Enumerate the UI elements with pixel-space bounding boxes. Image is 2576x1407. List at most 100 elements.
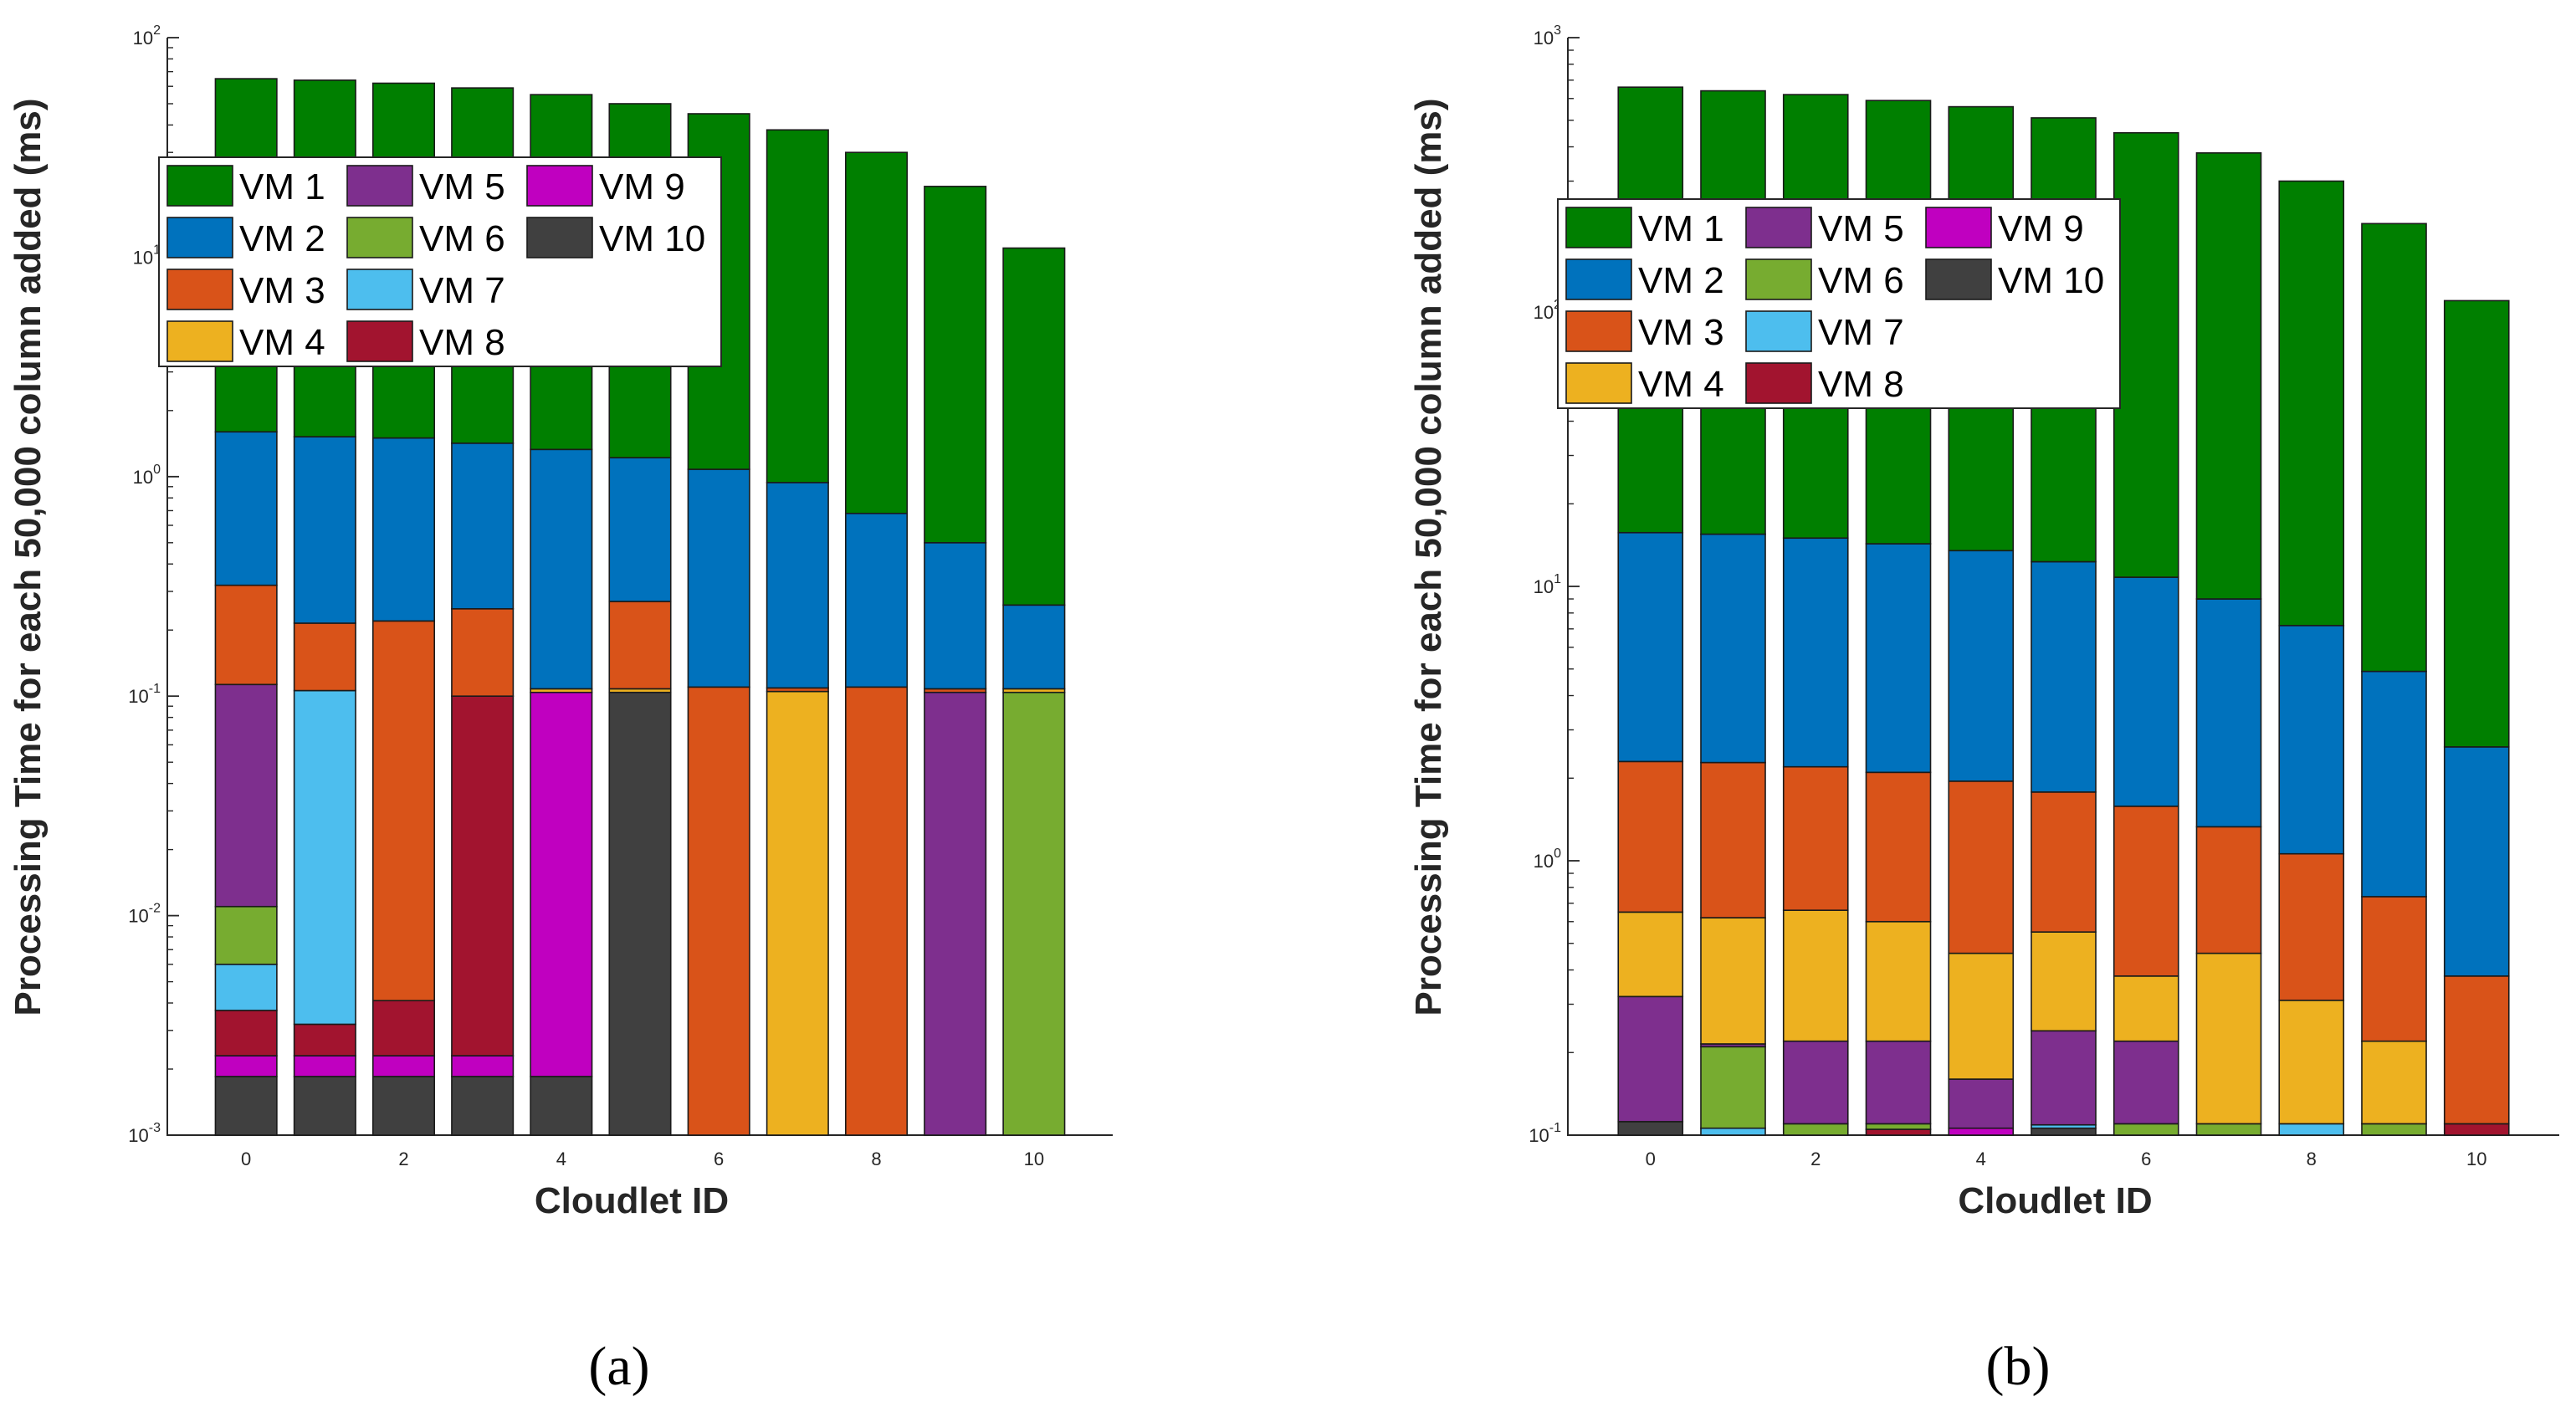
y-tick-label: 10-1 <box>1529 1121 1561 1146</box>
x-tick-label: 2 <box>398 1149 408 1169</box>
bar-segment-cloudlet-10-vm-1 <box>1002 247 1066 606</box>
bar-segment-cloudlet-9-vm-3 <box>2361 896 2427 1042</box>
legend-swatch-vm-9 <box>1925 207 1992 248</box>
bar-segment-cloudlet-1-vm-7 <box>1700 1127 1766 1136</box>
bar-segment-cloudlet-7-vm-1 <box>2195 152 2262 600</box>
bar-segment-cloudlet-3-vm-3 <box>1865 771 1932 923</box>
bar-segment-cloudlet-10-vm-2 <box>2443 746 2510 977</box>
bar-segment-cloudlet-6-vm-3 <box>687 686 750 1136</box>
legend-swatch-vm-5 <box>1745 207 1812 248</box>
legend-swatch-vm-7 <box>1745 310 1812 352</box>
bar-segment-cloudlet-3-vm-4 <box>1865 920 1932 1042</box>
y-axis-label-b: Processing Time for each 50,000 column a… <box>1408 98 1449 1016</box>
bar-segment-cloudlet-0-vm-9 <box>214 1055 278 1077</box>
bar-segment-cloudlet-5-vm-5 <box>2031 1030 2097 1126</box>
y-tick-label: 102 <box>133 23 161 49</box>
bar-segment-cloudlet-7-vm-6 <box>2195 1123 2262 1136</box>
legend-swatch-vm-9 <box>526 165 593 207</box>
bar-segment-cloudlet-7-vm-4 <box>2195 952 2262 1125</box>
bar-segment-cloudlet-9-vm-2 <box>2361 670 2427 898</box>
bar-segment-cloudlet-2-vm-9 <box>371 1055 436 1077</box>
legend-swatch-vm-2 <box>1565 258 1632 300</box>
bar-segment-cloudlet-8-vm-2 <box>844 512 909 688</box>
bar-segment-cloudlet-8-vm-7 <box>2278 1123 2345 1136</box>
legend-label-vm-2: VM 2 <box>239 218 325 259</box>
bar-segment-cloudlet-1-vm-3 <box>1700 761 1766 918</box>
bar-segment-cloudlet-2-vm-4 <box>1782 909 1849 1042</box>
bar-segment-cloudlet-4-vm-3 <box>1948 780 2015 954</box>
legend-swatch-vm-3 <box>1565 310 1632 352</box>
x-tick-label: 10 <box>1024 1149 1044 1169</box>
bar-segment-cloudlet-4-vm-2 <box>530 448 593 690</box>
legend-label-vm-6: VM 6 <box>419 218 505 259</box>
legend-a: VM 1 VM 2 VM 3 VM 4 VM 5 VM 6 VM 7 VM 8 VM 9 VM 1… <box>158 156 722 367</box>
bar-segment-cloudlet-8-vm-4 <box>2278 1000 2345 1125</box>
legend-label-vm-6: VM 6 <box>1818 260 1904 301</box>
bar-segment-cloudlet-5-vm-4 <box>2031 931 2097 1032</box>
bar-segment-cloudlet-8-vm-1 <box>844 151 909 514</box>
legend-b: VM 1 VM 2 VM 3 VM 4 VM 5 VM 6 VM 7 VM 8 VM 9 VM 1… <box>1557 198 2121 409</box>
bar-segment-cloudlet-4-vm-5 <box>1948 1078 2015 1129</box>
bar-segment-cloudlet-0-vm-5 <box>214 683 278 908</box>
bar-segment-cloudlet-1-vm-2 <box>1700 533 1766 764</box>
x-tick-label: 4 <box>556 1149 566 1169</box>
bar-segment-cloudlet-5-vm-2 <box>608 457 672 602</box>
bar-segment-cloudlet-9-vm-4 <box>2361 1040 2427 1125</box>
bar-segment-cloudlet-0-vm-2 <box>1617 531 1684 763</box>
legend-swatch-vm-8 <box>1745 362 1812 404</box>
x-tick-label: 4 <box>1976 1149 1986 1169</box>
bar-segment-cloudlet-2-vm-5 <box>1782 1040 1849 1125</box>
y-ticks-b: 10-1100101102103 <box>1529 23 1580 1146</box>
y-tick-label: 10-2 <box>128 902 161 927</box>
legend-swatch-vm-7 <box>346 269 413 310</box>
bar-segment-cloudlet-1-vm-2 <box>293 436 356 624</box>
bar-segment-cloudlet-10-vm-3 <box>2443 975 2510 1125</box>
bar-segment-cloudlet-10-vm-1 <box>2443 299 2510 748</box>
bar-segment-cloudlet-7-vm-2 <box>766 482 829 689</box>
x-tick-label: 8 <box>871 1149 881 1169</box>
x-axis-label-a: Cloudlet ID <box>535 1180 729 1221</box>
legend-box <box>1557 198 2121 409</box>
bar-segment-cloudlet-4-vm-2 <box>1948 550 2015 782</box>
legend-label-vm-9: VM 9 <box>1998 208 2084 249</box>
bar-segment-cloudlet-0-vm-5 <box>1617 995 1684 1123</box>
bar-segment-cloudlet-10-vm-2 <box>1002 604 1066 690</box>
bar-segment-cloudlet-2-vm-3 <box>371 620 436 1002</box>
bar-segment-cloudlet-3-vm-3 <box>451 607 515 697</box>
bar-segment-cloudlet-3-vm-10 <box>451 1076 515 1136</box>
legend-swatch-vm-4 <box>1565 362 1632 404</box>
legend-swatch-vm-4 <box>166 320 233 362</box>
bar-segment-cloudlet-6-vm-2 <box>687 468 750 688</box>
x-tick-label: 0 <box>241 1149 251 1169</box>
bar-segment-cloudlet-7-vm-1 <box>766 129 829 483</box>
bar-segment-cloudlet-2-vm-2 <box>1782 537 1849 768</box>
bar-segment-cloudlet-8-vm-3 <box>844 686 909 1136</box>
panel-label-a: (a) <box>588 1336 649 1397</box>
bar-segment-cloudlet-0-vm-6 <box>214 905 278 965</box>
legend-label-vm-8: VM 8 <box>1818 364 1904 405</box>
bar-segment-cloudlet-3-vm-9 <box>451 1055 515 1077</box>
bar-segment-cloudlet-5-vm-3 <box>608 601 672 690</box>
bar-segment-cloudlet-0-vm-3 <box>214 584 278 686</box>
bar-segment-cloudlet-7-vm-2 <box>2195 598 2262 828</box>
legend-label-vm-9: VM 9 <box>599 166 685 207</box>
y-tick-label: 10-3 <box>128 1121 161 1146</box>
bar-segment-cloudlet-6-vm-1 <box>2113 131 2179 578</box>
legend-label-vm-5: VM 5 <box>1818 208 1904 249</box>
bar-segment-cloudlet-3-vm-8 <box>1865 1128 1932 1136</box>
x-tick-label: 6 <box>714 1149 724 1169</box>
bar-segment-cloudlet-1-vm-3 <box>293 622 356 692</box>
bar-segment-cloudlet-3-vm-8 <box>451 695 515 1057</box>
bar-segment-cloudlet-5-vm-10 <box>608 691 672 1136</box>
bar-segment-cloudlet-0-vm-10 <box>214 1076 278 1136</box>
bar-segment-cloudlet-6-vm-4 <box>2113 975 2179 1042</box>
y-tick-label: 100 <box>1534 847 1561 872</box>
y-axis-label-a: Processing Time for each 50,000 column a… <box>8 98 49 1016</box>
x-tick-label: 10 <box>2466 1149 2486 1169</box>
bar-segment-cloudlet-5-vm-10 <box>2031 1127 2097 1136</box>
bar-segment-cloudlet-10-vm-8 <box>2443 1123 2510 1136</box>
bar-segment-cloudlet-4-vm-9 <box>530 691 593 1077</box>
legend-label-vm-10: VM 10 <box>1998 260 2104 301</box>
x-tick-label: 0 <box>1646 1149 1656 1169</box>
